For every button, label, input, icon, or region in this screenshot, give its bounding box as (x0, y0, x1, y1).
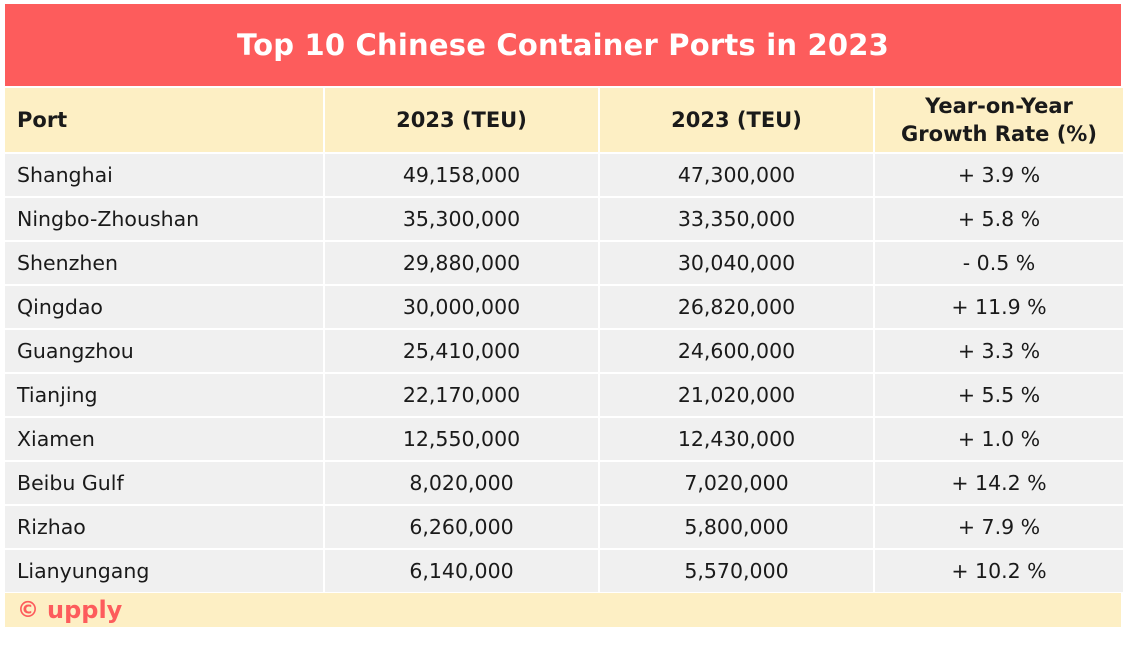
cell-growth: + 5.8 % (875, 198, 1123, 240)
cell-port: Qingdao (5, 286, 323, 328)
brand-name: upply (47, 596, 123, 624)
cell-teu-first: 49,158,000 (325, 154, 598, 196)
cell-teu-second: 7,020,000 (600, 462, 873, 504)
cell-port: Lianyungang (5, 550, 323, 592)
cell-port: Ningbo-Zhoushan (5, 198, 323, 240)
cell-teu-first: 8,020,000 (325, 462, 598, 504)
cell-teu-first: 22,170,000 (325, 374, 598, 416)
header-growth-line2: Growth Rate (%) (901, 122, 1097, 146)
cell-growth: - 0.5 % (875, 242, 1123, 284)
upply-logo: © upply (17, 596, 122, 624)
table-row: Beibu Gulf 8,020,000 7,020,000 + 14.2 % (5, 462, 1123, 504)
table-row: Ningbo-Zhoushan 35,300,000 33,350,000 + 5.8… (5, 198, 1123, 240)
ports-table: Port 2023 (TEU) 2023 (TEU) Year-on-Year … (5, 88, 1123, 594)
cell-teu-second: 5,570,000 (600, 550, 873, 592)
header-growth: Year-on-Year Growth Rate (%) (875, 88, 1123, 152)
header-port: Port (5, 88, 323, 152)
header-growth-line1: Year-on-Year (925, 94, 1073, 118)
header-teu-second: 2023 (TEU) (600, 88, 873, 152)
footer-bar: © upply (5, 593, 1121, 627)
cell-port: Shenzhen (5, 242, 323, 284)
copyright-icon: © (17, 597, 39, 623)
cell-teu-second: 21,020,000 (600, 374, 873, 416)
cell-teu-second: 5,800,000 (600, 506, 873, 548)
cell-teu-first: 12,550,000 (325, 418, 598, 460)
cell-teu-first: 6,260,000 (325, 506, 598, 548)
cell-port: Guangzhou (5, 330, 323, 372)
cell-teu-first: 35,300,000 (325, 198, 598, 240)
header-row: Port 2023 (TEU) 2023 (TEU) Year-on-Year … (5, 88, 1123, 152)
table-row: Shanghai 49,158,000 47,300,000 + 3.9 % (5, 154, 1123, 196)
title-banner: Top 10 Chinese Container Ports in 2023 (5, 4, 1121, 86)
table-row: Lianyungang 6,140,000 5,570,000 + 10.2 % (5, 550, 1123, 592)
cell-teu-first: 30,000,000 (325, 286, 598, 328)
cell-teu-second: 24,600,000 (600, 330, 873, 372)
cell-growth: + 14.2 % (875, 462, 1123, 504)
table-row: Rizhao 6,260,000 5,800,000 + 7.9 % (5, 506, 1123, 548)
cell-growth: + 5.5 % (875, 374, 1123, 416)
cell-port: Tianjing (5, 374, 323, 416)
cell-growth: + 1.0 % (875, 418, 1123, 460)
cell-port: Beibu Gulf (5, 462, 323, 504)
table-row: Tianjing 22,170,000 21,020,000 + 5.5 % (5, 374, 1123, 416)
cell-growth: + 3.3 % (875, 330, 1123, 372)
ports-table-panel: Top 10 Chinese Container Ports in 2023 P… (5, 4, 1123, 627)
cell-teu-second: 47,300,000 (600, 154, 873, 196)
cell-teu-first: 6,140,000 (325, 550, 598, 592)
cell-teu-second: 12,430,000 (600, 418, 873, 460)
cell-growth: + 3.9 % (875, 154, 1123, 196)
cell-port: Rizhao (5, 506, 323, 548)
table-body: Shanghai 49,158,000 47,300,000 + 3.9 % Ningb… (5, 154, 1123, 592)
table-title: Top 10 Chinese Container Ports in 2023 (236, 28, 889, 62)
cell-teu-second: 30,040,000 (600, 242, 873, 284)
cell-teu-second: 26,820,000 (600, 286, 873, 328)
table-row: Xiamen 12,550,000 12,430,000 + 1.0 % (5, 418, 1123, 460)
cell-growth: + 7.9 % (875, 506, 1123, 548)
cell-teu-second: 33,350,000 (600, 198, 873, 240)
cell-growth: + 10.2 % (875, 550, 1123, 592)
header-teu-first: 2023 (TEU) (325, 88, 598, 152)
table-row: Guangzhou 25,410,000 24,600,000 + 3.3 % (5, 330, 1123, 372)
table-row: Qingdao 30,000,000 26,820,000 + 11.9 % (5, 286, 1123, 328)
cell-port: Shanghai (5, 154, 323, 196)
cell-port: Xiamen (5, 418, 323, 460)
cell-teu-first: 25,410,000 (325, 330, 598, 372)
cell-teu-first: 29,880,000 (325, 242, 598, 284)
table-row: Shenzhen 29,880,000 30,040,000- 0.5 % (5, 242, 1123, 284)
cell-growth: + 11.9 % (875, 286, 1123, 328)
